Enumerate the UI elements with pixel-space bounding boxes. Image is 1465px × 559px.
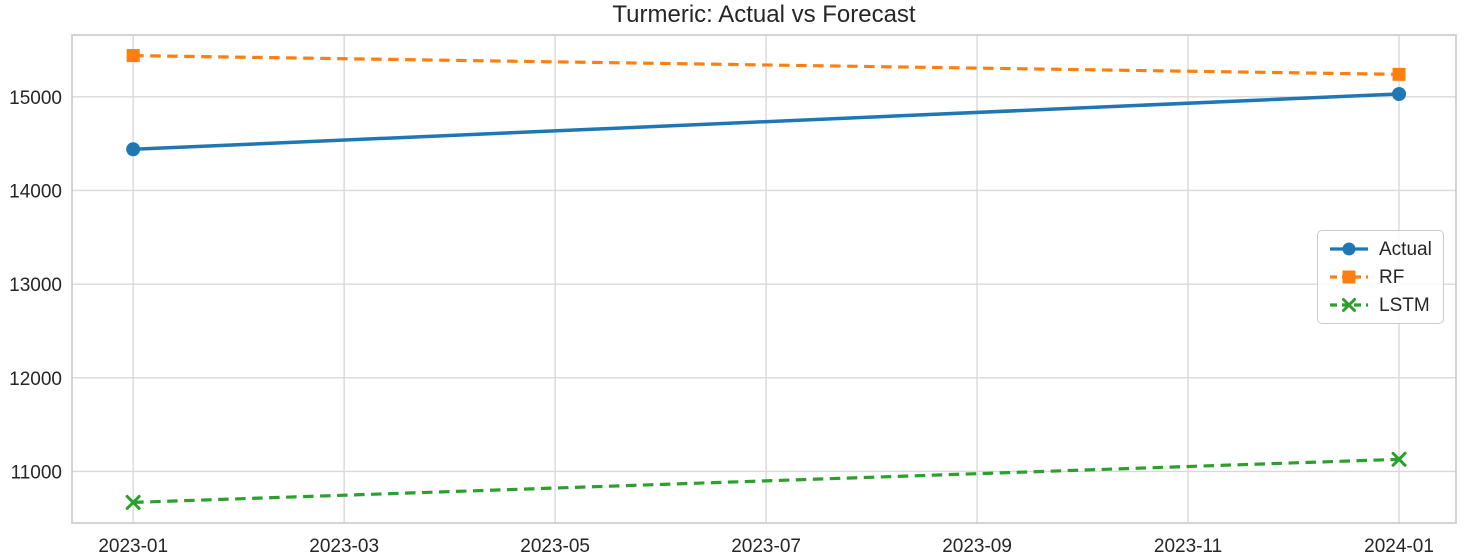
series-line-actual [133, 92, 1400, 152]
y-tick-label: 11000 [11, 462, 62, 483]
marker-rf [126, 49, 140, 63]
legend-lstm-sample [1330, 298, 1368, 312]
y-tick-label: 12000 [9, 369, 62, 390]
legend: Actual RF LSTM [1317, 230, 1444, 324]
marker-actual [1392, 87, 1407, 102]
legend-item-actual: Actual [1328, 238, 1443, 260]
chart-title: Turmeric: Actual vs Forecast [612, 1, 916, 28]
marker-rf [1392, 67, 1406, 81]
marker-lstm [125, 494, 141, 510]
legend-actual-sample [1330, 242, 1368, 256]
legend-label-actual: Actual [1379, 238, 1432, 260]
x-tick-label: 2023-11 [1154, 536, 1222, 557]
legend-label-lstm: LSTM [1379, 294, 1430, 316]
legend-item-lstm: LSTM [1328, 294, 1443, 316]
x-tick-label: 2023-07 [731, 536, 801, 557]
y-tick-label: 15000 [9, 88, 62, 109]
marker-actual [126, 142, 141, 157]
x-tick-label: 2023-05 [520, 536, 590, 557]
legend-label-rf: RF [1379, 266, 1405, 288]
x-tick-label: 2023-09 [942, 536, 1012, 557]
y-tick-label: 13000 [9, 275, 62, 296]
legend-item-rf: RF [1328, 266, 1443, 288]
legend-rf-sample [1330, 270, 1368, 284]
x-tick-label: 2024-01 [1364, 536, 1434, 557]
plot-border [71, 34, 1457, 524]
x-tick-label: 2023-01 [98, 536, 168, 557]
y-tick-label: 14000 [9, 181, 62, 202]
series-line-lstm [133, 457, 1400, 504]
x-tick-label: 2023-03 [309, 536, 379, 557]
series-line-rf [133, 54, 1400, 76]
marker-lstm [1391, 451, 1407, 467]
